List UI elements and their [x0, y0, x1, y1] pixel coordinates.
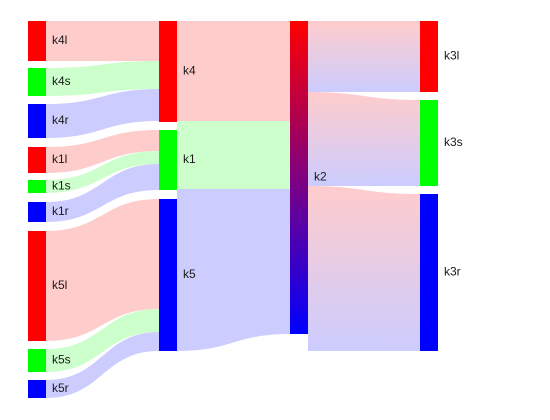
link-k2-to-k3l [308, 21, 420, 92]
node-k1 [159, 130, 177, 190]
link-k5l-to-k5 [46, 199, 159, 341]
link-k4s-to-k4 [46, 61, 159, 96]
node-label-k1s: k1s [52, 179, 71, 193]
node-label-k5: k5 [183, 267, 196, 281]
node-k4 [159, 21, 177, 122]
node-label-k4s: k4s [52, 74, 71, 88]
node-k3s [420, 100, 438, 186]
link-k1r-to-k1 [46, 164, 159, 222]
node-label-k1r: k1r [52, 204, 69, 218]
node-label-k5s: k5s [52, 353, 71, 367]
node-k4l [28, 21, 46, 61]
link-k4r-to-k4 [46, 89, 159, 138]
node-k3l [420, 21, 438, 92]
link-k1-to-k2 [177, 121, 290, 189]
node-label-k3r: k3r [444, 265, 461, 279]
node-k4s [28, 68, 46, 96]
link-k4-to-k2 [177, 21, 290, 121]
node-k1l [28, 147, 46, 173]
node-k5l [28, 231, 46, 341]
node-k2 [290, 21, 308, 334]
node-k5 [159, 199, 177, 351]
node-label-k3s: k3s [444, 135, 463, 149]
links-layer [46, 21, 420, 398]
labels-layer: k4l k4s k4r k1l k1s k1r k5l k5s k5r k4 k1 k5 k2 k3l k3… [52, 33, 463, 395]
link-k1s-to-k1 [46, 151, 159, 193]
node-k3r [420, 194, 438, 351]
node-label-k2: k2 [314, 170, 327, 184]
link-k1l-to-k1 [46, 130, 159, 173]
node-label-k1l: k1l [52, 152, 67, 166]
link-k5-to-k2 [177, 189, 290, 351]
node-label-k4r: k4r [52, 113, 69, 127]
node-k1r [28, 202, 46, 222]
node-label-k4: k4 [183, 64, 196, 78]
link-k2-to-k3s [308, 92, 420, 186]
link-k2-to-k3r [308, 186, 420, 351]
node-k1s [28, 180, 46, 193]
node-label-k5r: k5r [52, 381, 69, 395]
node-k5r [28, 380, 46, 398]
link-k5s-to-k5 [46, 309, 159, 372]
link-k5r-to-k5 [46, 332, 159, 398]
node-k4r [28, 104, 46, 138]
node-k5s [28, 349, 46, 372]
node-label-k4l: k4l [52, 33, 67, 47]
nodes-layer [28, 21, 438, 398]
node-label-k1: k1 [183, 152, 196, 166]
node-label-k3l: k3l [444, 49, 459, 63]
node-label-k5l: k5l [52, 278, 67, 292]
link-k4l-to-k4 [46, 21, 159, 61]
